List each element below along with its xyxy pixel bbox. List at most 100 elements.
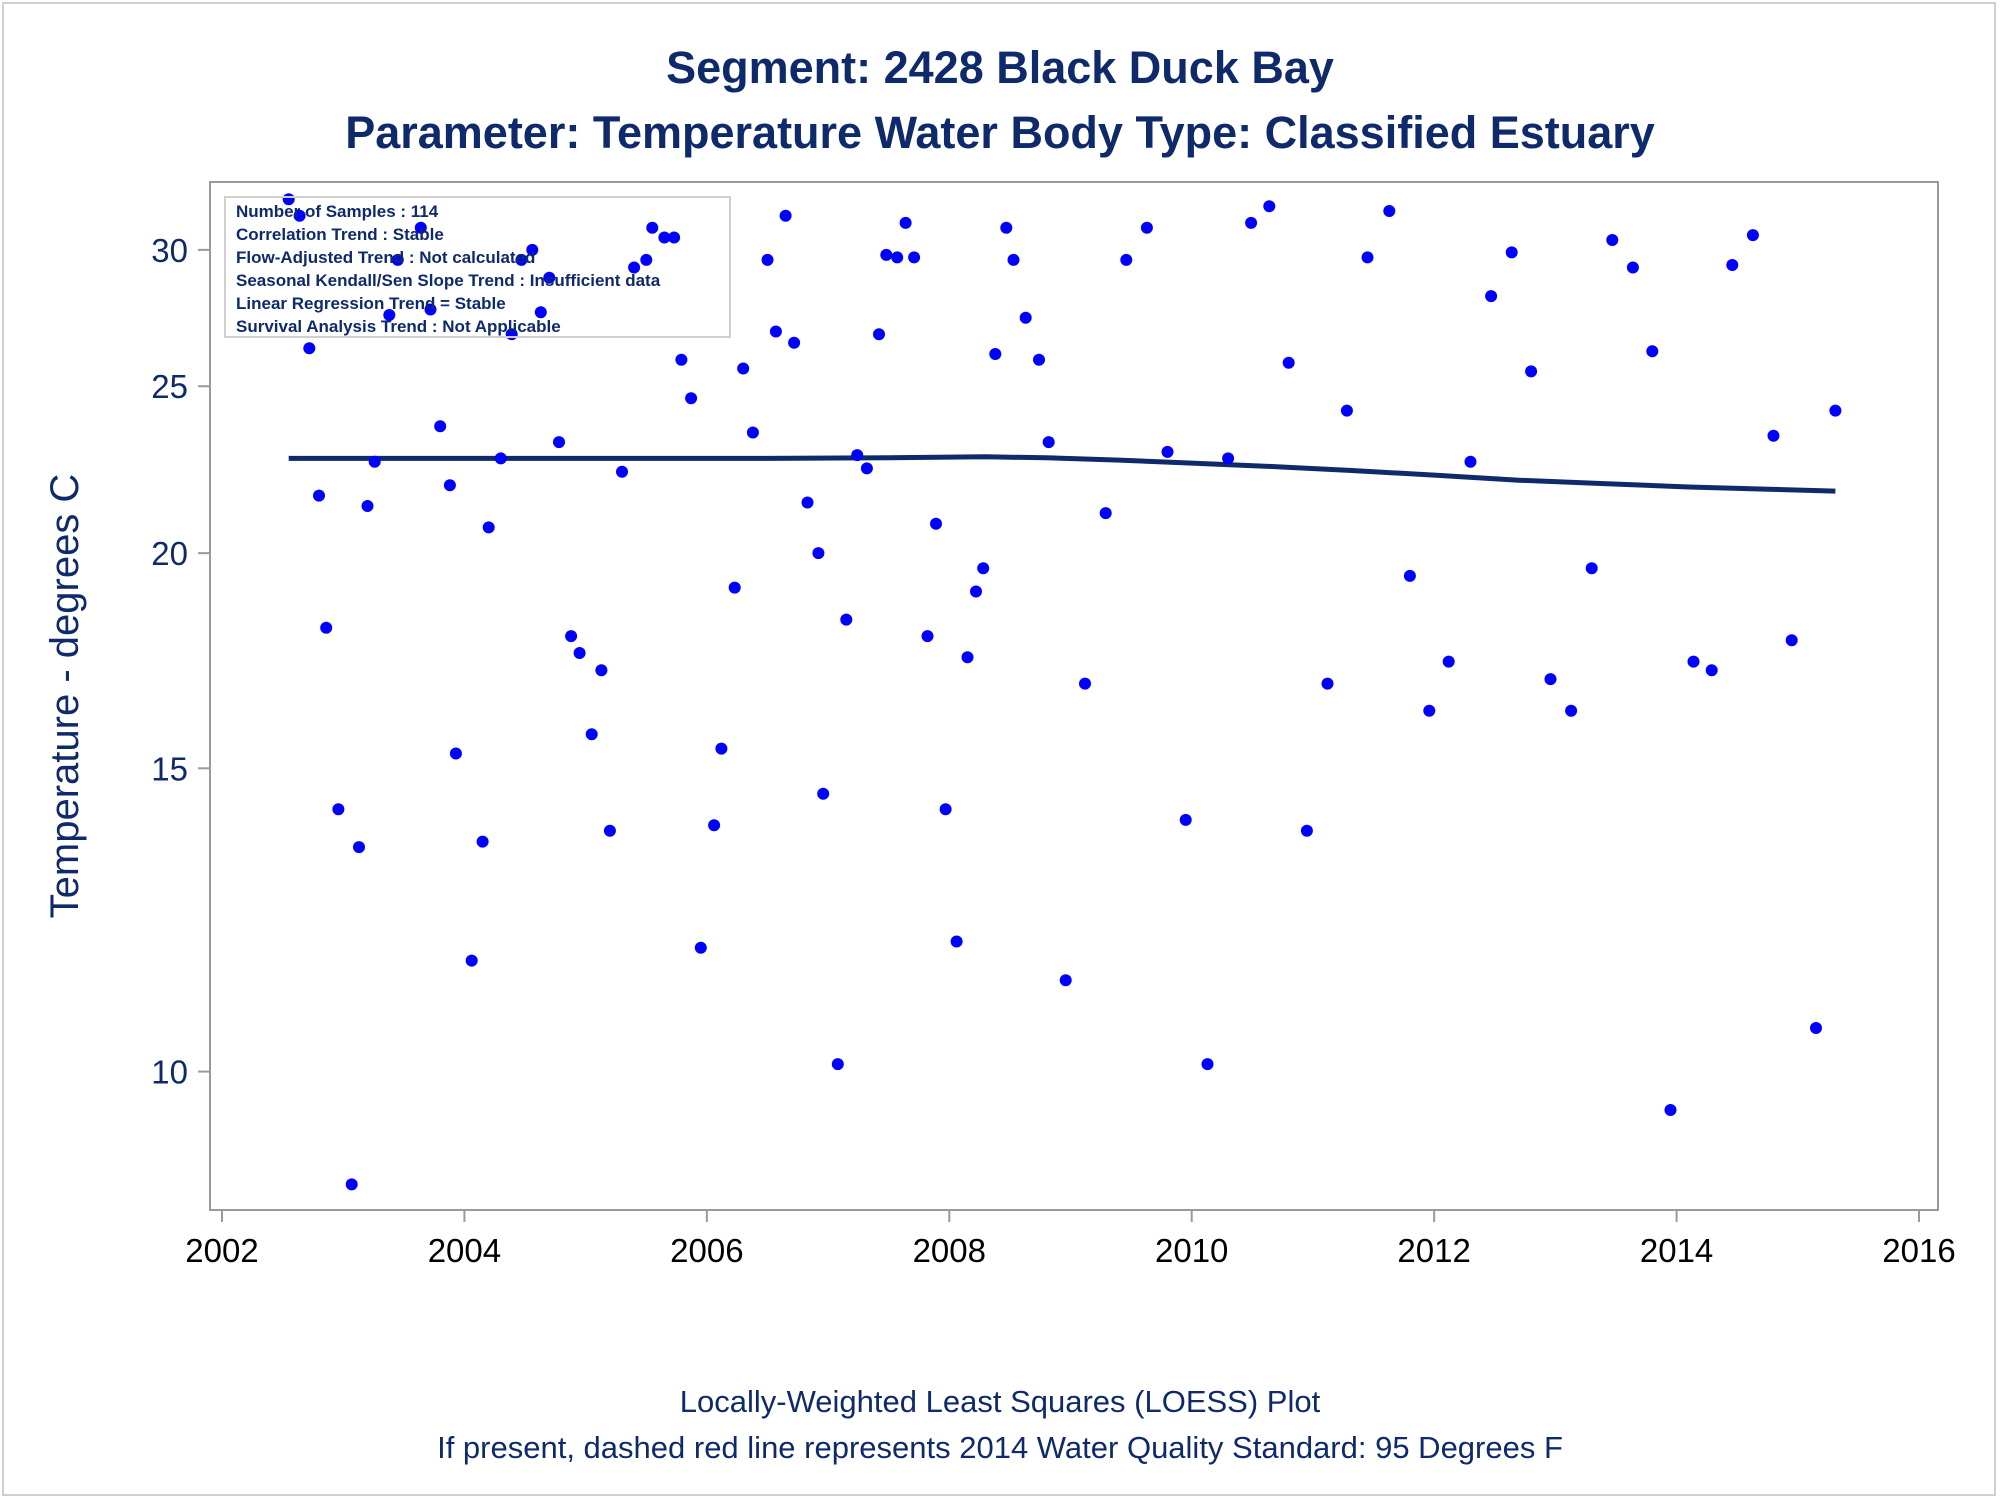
data-point <box>1161 445 1174 458</box>
data-point <box>1810 1022 1822 1034</box>
data-point <box>303 342 316 355</box>
data-point <box>1140 221 1153 234</box>
data-point <box>1726 259 1739 271</box>
data-point <box>694 941 707 954</box>
data-point <box>515 253 528 266</box>
data-point <box>1222 452 1235 465</box>
data-point <box>1300 824 1313 837</box>
data-point <box>831 1058 844 1071</box>
data-point <box>1767 429 1780 442</box>
data-point <box>675 353 688 366</box>
data-point <box>1201 1058 1214 1071</box>
y-tick-label: 10 <box>151 1054 188 1091</box>
data-point <box>1606 234 1619 246</box>
data-point <box>320 621 333 634</box>
data-point <box>573 647 586 659</box>
data-point <box>1464 455 1477 468</box>
data-point <box>476 835 489 848</box>
data-point <box>891 251 904 264</box>
data-point <box>1179 813 1192 826</box>
footnote-standard: If present, dashed red line represents 2… <box>437 1430 1563 1465</box>
data-point <box>779 209 792 222</box>
chart-title: Segment: 2428 Black Duck Bay <box>666 42 1334 93</box>
data-point <box>817 787 830 800</box>
data-point <box>939 803 952 816</box>
data-point <box>1785 634 1798 647</box>
x-tick-label: 2004 <box>428 1232 501 1269</box>
data-point <box>465 954 478 967</box>
data-point <box>1423 704 1436 717</box>
data-point <box>534 306 547 319</box>
data-point <box>1626 261 1639 274</box>
data-point <box>658 231 671 244</box>
stats-line-linear-regression: Linear Regression Trend = Stable <box>236 294 506 313</box>
chart-subtitle: Parameter: Temperature Water Body Type: … <box>345 107 1655 158</box>
data-point <box>543 271 556 284</box>
data-point <box>383 309 396 321</box>
data-point <box>368 455 381 468</box>
data-point <box>1585 562 1598 575</box>
data-point <box>921 630 934 643</box>
data-point <box>391 253 404 266</box>
data-point <box>1079 677 1091 690</box>
data-point <box>746 426 759 439</box>
data-point <box>1383 205 1396 217</box>
data-point <box>313 489 325 502</box>
data-point <box>1646 345 1659 358</box>
y-tick-label: 20 <box>151 535 188 572</box>
data-point <box>443 479 456 492</box>
data-point <box>1829 404 1842 417</box>
data-point <box>708 819 721 832</box>
data-point <box>1007 253 1020 266</box>
data-point <box>1099 507 1112 520</box>
data-point <box>685 392 698 405</box>
data-point <box>553 436 565 449</box>
data-point <box>761 253 774 266</box>
data-point <box>1687 655 1700 668</box>
stats-line-flow-adjusted: Flow-Adjusted Trend : Not calculated <box>236 248 535 267</box>
data-point <box>1544 673 1557 686</box>
data-point <box>977 562 990 575</box>
data-point <box>595 664 608 677</box>
x-tick-label: 2006 <box>670 1232 743 1269</box>
data-point <box>801 496 814 509</box>
data-point <box>1042 436 1055 449</box>
data-point <box>668 231 681 244</box>
data-point <box>1059 974 1072 987</box>
data-point <box>873 328 885 341</box>
data-point <box>880 248 893 261</box>
data-point <box>434 420 447 433</box>
data-point <box>1485 290 1498 303</box>
data-point <box>494 452 507 465</box>
stats-line-correlation: Correlation Trend : Stable <box>236 225 444 244</box>
data-point <box>1403 569 1416 582</box>
data-point <box>860 462 873 475</box>
data-point <box>950 935 963 948</box>
data-point <box>1019 311 1032 324</box>
y-tick-label: 15 <box>151 750 188 787</box>
data-point <box>899 216 912 229</box>
x-tick-label: 2012 <box>1397 1232 1470 1269</box>
stats-line-seasonal-kendall: Seasonal Kendall/Sen Slope Trend : Insuf… <box>236 271 661 290</box>
plot-marks <box>282 193 1842 1191</box>
data-point <box>812 547 825 560</box>
data-point <box>585 728 598 741</box>
data-point <box>1705 664 1718 677</box>
data-point <box>930 517 942 530</box>
data-point <box>1321 677 1334 690</box>
x-tick-label: 2008 <box>913 1232 986 1269</box>
data-point <box>353 841 365 854</box>
data-point <box>840 613 853 626</box>
data-point <box>728 581 741 594</box>
x-tick-label: 2002 <box>185 1232 258 1269</box>
y-tick-label: 25 <box>151 368 188 405</box>
footnote-loess: Locally-Weighted Least Squares (LOESS) P… <box>680 1384 1321 1419</box>
data-point <box>603 824 616 837</box>
data-point <box>646 221 659 234</box>
data-point <box>1263 200 1276 213</box>
data-point <box>715 742 728 755</box>
data-point <box>616 465 628 478</box>
data-point <box>788 336 801 349</box>
stats-line-samples: Number of Samples : 114 <box>236 202 439 221</box>
